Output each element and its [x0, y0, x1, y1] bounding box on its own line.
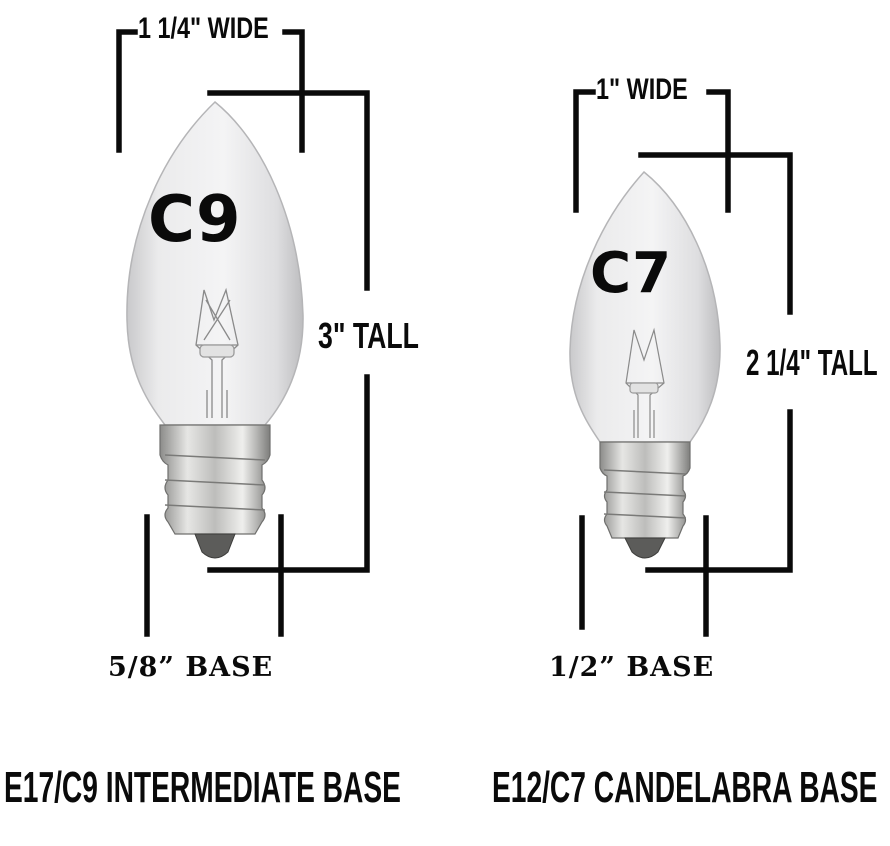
c9-base: [159, 424, 271, 559]
c7-height-label: 2 1/4" TALL: [746, 342, 878, 383]
c7-type-label: E12/C7 CANDELABRA BASE: [492, 763, 878, 812]
c9-width-label: 1 1/4" WIDE: [138, 12, 269, 45]
c9-bulb: [126, 101, 304, 559]
c7-base-label: 1/2” BASE: [549, 652, 715, 683]
c7-width-label: 1" WIDE: [596, 73, 688, 106]
c9-filament: [195, 287, 239, 418]
c7-base: [599, 441, 691, 559]
c9-type-label: E17/C9 INTERMEDIATE BASE: [4, 763, 401, 812]
c9-height-bracket: [207, 90, 370, 573]
c7-bulb: [569, 170, 721, 559]
c9-width-bracket: [116, 29, 305, 153]
c7-filament: [625, 327, 665, 438]
c7-glass: [569, 170, 721, 443]
c7-base-marks: [579, 515, 709, 637]
c9-name: C9: [148, 183, 242, 257]
c7-name: C7: [590, 241, 673, 306]
c9-height-label: 3" TALL: [318, 315, 419, 356]
c7-height-bracket: [638, 152, 793, 573]
c7-width-bracket: [573, 89, 731, 213]
c9-base-marks: [144, 514, 284, 637]
c9-base-label: 5/8” BASE: [108, 652, 274, 683]
c9-glass: [126, 101, 304, 426]
